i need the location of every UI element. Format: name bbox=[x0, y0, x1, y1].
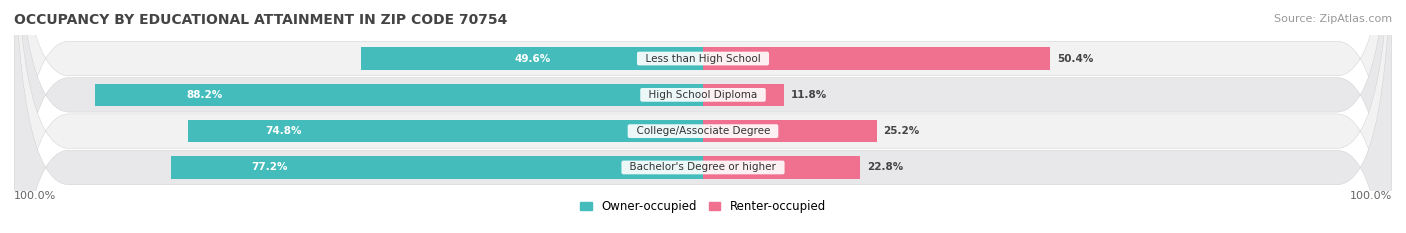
Text: 77.2%: 77.2% bbox=[250, 162, 287, 172]
Text: 100.0%: 100.0% bbox=[14, 191, 56, 201]
Bar bbox=[172, 156, 703, 179]
Text: 74.8%: 74.8% bbox=[264, 126, 301, 136]
Text: Source: ZipAtlas.com: Source: ZipAtlas.com bbox=[1274, 14, 1392, 24]
Bar bbox=[703, 156, 860, 179]
FancyBboxPatch shape bbox=[14, 0, 1392, 233]
Text: High School Diploma: High School Diploma bbox=[643, 90, 763, 100]
Bar bbox=[361, 47, 703, 70]
Text: College/Associate Degree: College/Associate Degree bbox=[630, 126, 776, 136]
Text: 11.8%: 11.8% bbox=[792, 90, 828, 100]
Text: 25.2%: 25.2% bbox=[883, 126, 920, 136]
Text: 49.6%: 49.6% bbox=[515, 54, 550, 64]
FancyBboxPatch shape bbox=[14, 0, 1392, 233]
Text: 22.8%: 22.8% bbox=[868, 162, 903, 172]
Bar bbox=[187, 120, 703, 142]
Text: OCCUPANCY BY EDUCATIONAL ATTAINMENT IN ZIP CODE 70754: OCCUPANCY BY EDUCATIONAL ATTAINMENT IN Z… bbox=[14, 13, 508, 27]
FancyBboxPatch shape bbox=[14, 0, 1392, 233]
Text: Bachelor's Degree or higher: Bachelor's Degree or higher bbox=[623, 162, 783, 172]
Legend: Owner-occupied, Renter-occupied: Owner-occupied, Renter-occupied bbox=[579, 200, 827, 213]
Text: Less than High School: Less than High School bbox=[638, 54, 768, 64]
Text: 50.4%: 50.4% bbox=[1057, 54, 1094, 64]
FancyBboxPatch shape bbox=[14, 0, 1392, 233]
Bar bbox=[703, 47, 1050, 70]
Bar bbox=[703, 120, 876, 142]
Text: 100.0%: 100.0% bbox=[1350, 191, 1392, 201]
Bar bbox=[96, 84, 703, 106]
Text: 88.2%: 88.2% bbox=[187, 90, 222, 100]
Bar bbox=[703, 84, 785, 106]
